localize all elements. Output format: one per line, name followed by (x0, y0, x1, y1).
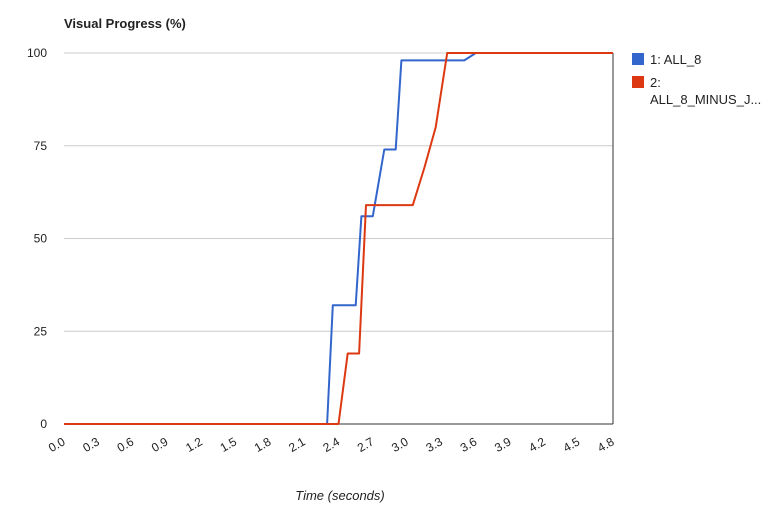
legend-label-series-1: 1: ALL_8 (650, 52, 702, 67)
x-tick-label: 2.7 (355, 434, 377, 455)
x-tick-label: 0.9 (149, 434, 171, 455)
x-tick-label: 1.5 (218, 434, 240, 455)
legend-swatch-series-2 (632, 76, 644, 88)
x-tick-label: 2.1 (286, 434, 308, 455)
x-tick-label: 4.8 (595, 434, 617, 455)
y-tick-label: 25 (34, 324, 48, 338)
x-tick-label: 0.0 (46, 434, 68, 455)
x-tick-label: 4.2 (526, 434, 548, 455)
x-tick-label: 1.8 (252, 434, 274, 455)
series-line-2 (64, 52, 613, 425)
x-tick-label: 3.6 (458, 434, 480, 455)
x-tick-label: 4.5 (561, 434, 583, 455)
y-tick-label: 50 (34, 232, 48, 246)
x-tick-label: 3.3 (423, 434, 445, 455)
x-tick-label: 3.0 (389, 434, 411, 455)
legend-item-series-1[interactable]: 1: ALL_8 (632, 51, 767, 68)
legend-item-series-2[interactable]: 2: ALL_8_MINUS_J... (632, 74, 767, 108)
y-tick-label: 100 (27, 46, 47, 60)
x-tick-label: 2.4 (321, 434, 343, 455)
x-axis-title: Time (seconds) (295, 488, 385, 503)
tick-labels: 0 25 50 75 100 0.0 0.3 0.6 0.9 1.2 1.5 1.8 2.1 2.4 2.7… (27, 46, 617, 455)
gridlines (64, 52, 613, 332)
legend: 1: ALL_8 2: ALL_8_MINUS_J... (632, 51, 767, 114)
series-lines (64, 52, 613, 425)
x-tick-label: 1.2 (183, 434, 205, 455)
legend-swatch-series-1 (632, 53, 644, 65)
series-line-1 (64, 52, 613, 425)
legend-label-series-2: 2: ALL_8_MINUS_J... (650, 75, 762, 107)
x-tick-label: 0.6 (115, 434, 137, 455)
x-tick-label: 0.3 (80, 434, 102, 455)
chart-title: Visual Progress (%) (64, 16, 186, 31)
y-tick-label: 0 (40, 417, 47, 431)
x-tick-label: 3.9 (492, 434, 514, 455)
y-tick-label: 75 (34, 139, 48, 153)
